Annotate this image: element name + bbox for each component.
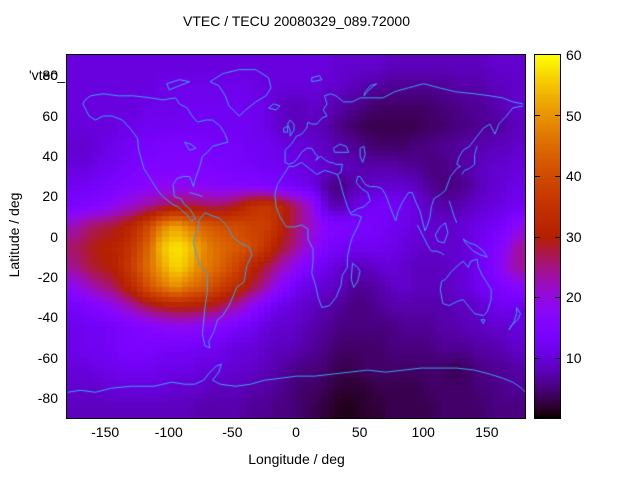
series-label-overlay: 'vtec_ bbox=[29, 67, 66, 83]
colorbar-tick-mark bbox=[535, 237, 540, 238]
y-tick-label: 40 bbox=[42, 147, 58, 164]
x-tick-label: -150 bbox=[91, 424, 120, 440]
y-tick-label: -20 bbox=[37, 268, 58, 285]
y-tick-label: -60 bbox=[37, 349, 58, 366]
x-tick-label: -50 bbox=[222, 424, 243, 440]
colorbar-tick-mark bbox=[535, 358, 540, 359]
chart-title: VTEC / TECU 20080329_089.72000 bbox=[182, 13, 410, 29]
colorbar-tick-label: 50 bbox=[566, 107, 582, 124]
colorbar-tick-mark bbox=[555, 115, 560, 116]
colorbar-tick-mark bbox=[555, 358, 560, 359]
colorbar-tick-mark bbox=[555, 237, 560, 238]
x-axis-title: Longitude / deg bbox=[248, 451, 345, 467]
colorbar-tick-mark bbox=[535, 297, 540, 298]
colorbar-tick-label: 40 bbox=[566, 168, 582, 184]
y-tick-label: -40 bbox=[37, 309, 58, 326]
y-tick-label: 20 bbox=[42, 188, 58, 205]
x-tick-label: 100 bbox=[411, 424, 435, 440]
y-tick-label: 0 bbox=[50, 228, 58, 245]
y-tick-label: -80 bbox=[37, 389, 58, 406]
y-tick-label: 80 bbox=[42, 67, 58, 84]
colorbar-tick-mark bbox=[555, 176, 560, 177]
y-tick-label: 60 bbox=[42, 107, 58, 124]
colorbar-tick-label: 20 bbox=[566, 289, 582, 305]
colorbar-tick-mark bbox=[535, 176, 540, 177]
x-tick-label: 50 bbox=[351, 424, 368, 440]
plot-area bbox=[66, 54, 526, 419]
colorbar-tick-mark bbox=[555, 297, 560, 298]
colorbar-tick-label: 30 bbox=[566, 228, 582, 245]
x-tick-label: 0 bbox=[292, 424, 300, 440]
colorbar-tick-label: 10 bbox=[566, 349, 582, 366]
colorbar-tick-mark bbox=[535, 115, 540, 116]
colorbar-tick-label: 60 bbox=[566, 47, 582, 63]
x-tick-label: -100 bbox=[154, 424, 183, 440]
heatmap-canvas bbox=[67, 55, 525, 418]
x-tick-label: 150 bbox=[475, 424, 499, 440]
